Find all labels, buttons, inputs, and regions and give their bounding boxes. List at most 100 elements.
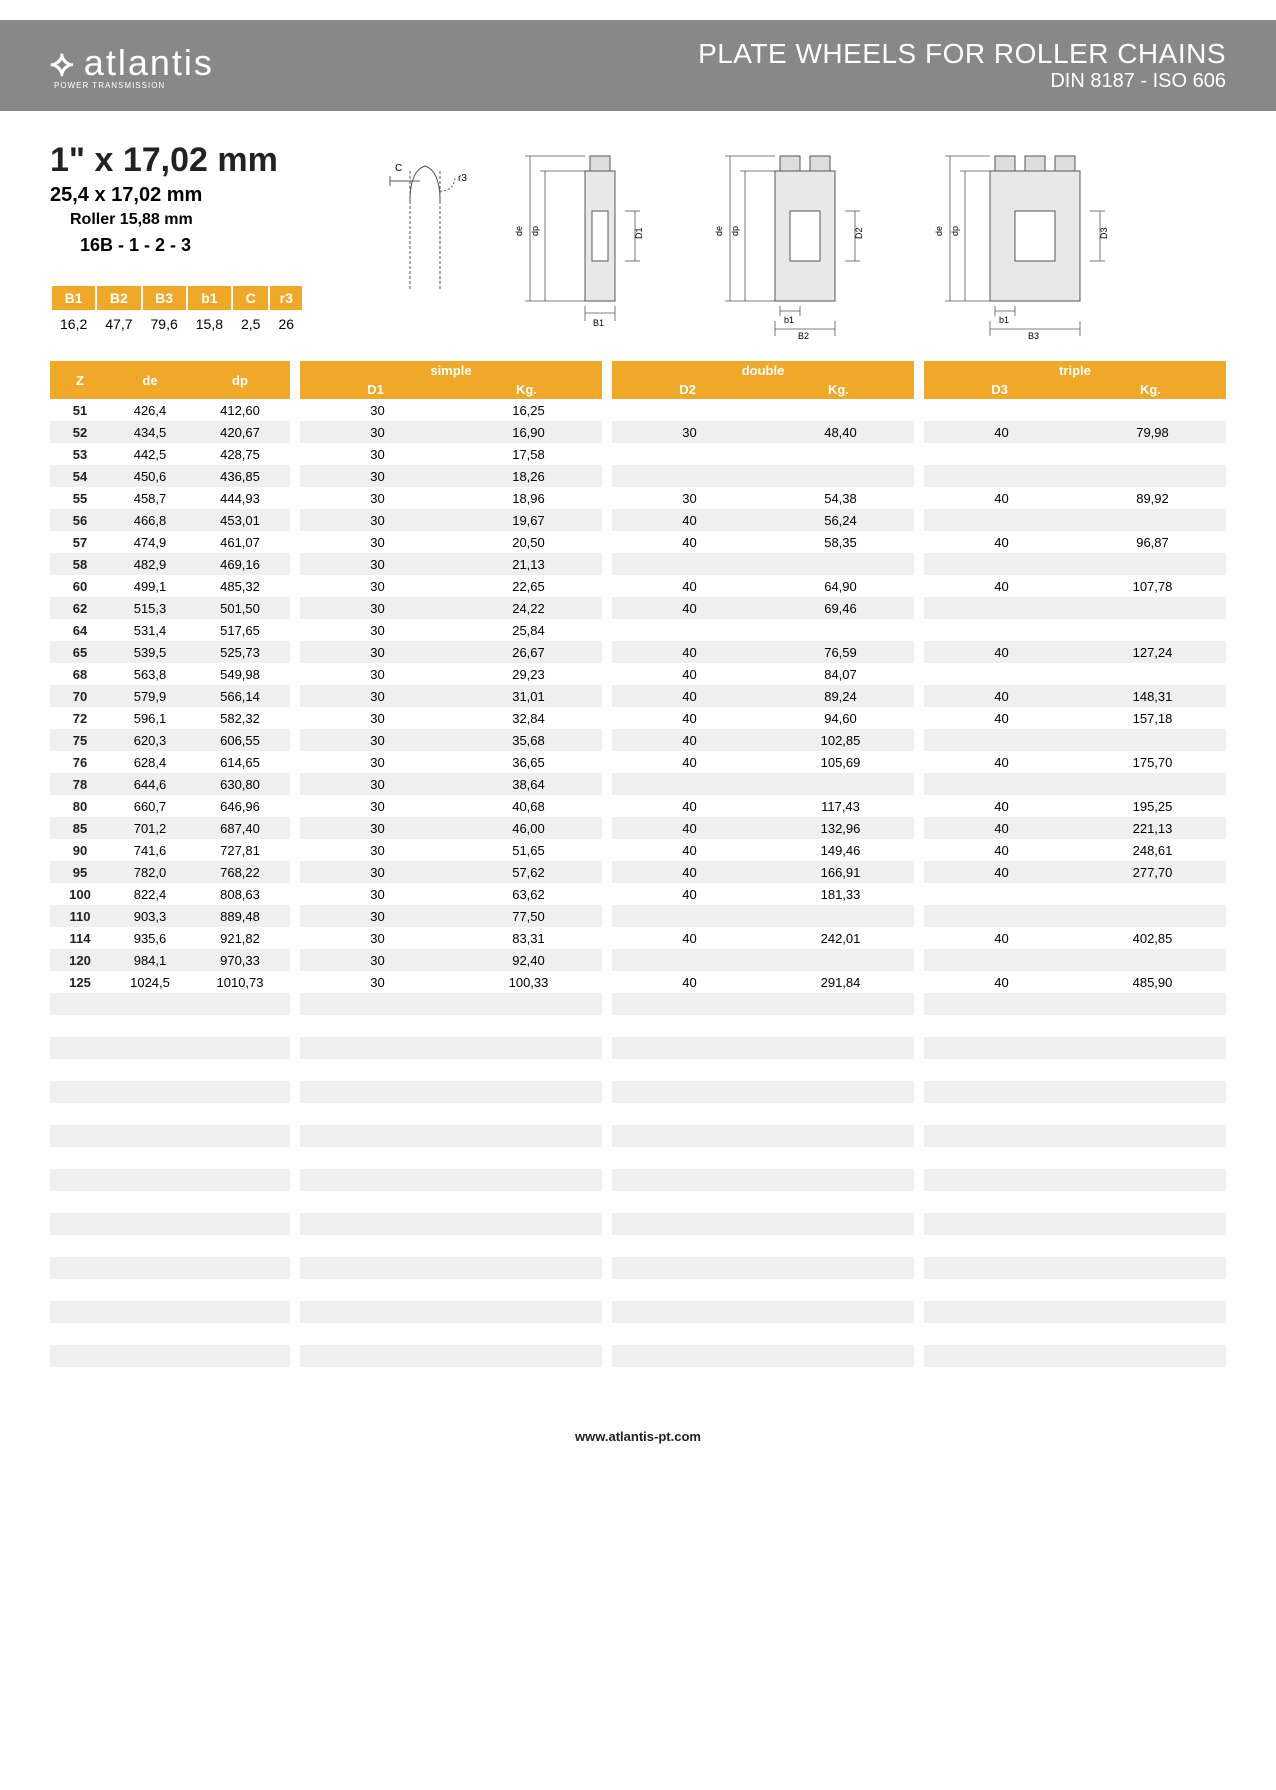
cell-d1: 30	[300, 579, 455, 594]
svg-text:dp: dp	[950, 226, 960, 236]
svg-text:b1: b1	[784, 315, 794, 325]
cell-z: 65	[50, 645, 110, 660]
cell-d2: 30	[612, 425, 767, 440]
cell-kg2: 291,84	[767, 975, 914, 990]
cell-kg1: 22,65	[455, 579, 602, 594]
cell-de: 531,4	[110, 623, 190, 638]
table-row	[50, 1367, 1226, 1389]
cell-kg1: 32,84	[455, 711, 602, 726]
cell-d1: 30	[300, 425, 455, 440]
cell-d1: 30	[300, 777, 455, 792]
cell-z: 55	[50, 491, 110, 506]
cell-z: 90	[50, 843, 110, 858]
cell-kg1: 25,84	[455, 623, 602, 638]
table-row: 54450,6436,853018,26	[50, 465, 1226, 487]
cell-kg1: 83,31	[455, 931, 602, 946]
page-title: PLATE WHEELS FOR ROLLER CHAINS	[698, 38, 1226, 70]
val-b2: 47,7	[97, 312, 140, 336]
cell-kg3: 175,70	[1079, 755, 1226, 770]
cell-d1: 30	[300, 513, 455, 528]
cell-d1: 30	[300, 799, 455, 814]
cell-d2: 40	[612, 799, 767, 814]
cell-z: 100	[50, 887, 110, 902]
cell-dp: 1010,73	[190, 975, 290, 990]
cell-d1: 30	[300, 447, 455, 462]
cell-de: 935,6	[110, 931, 190, 946]
cell-de: 903,3	[110, 909, 190, 924]
cell-d1: 30	[300, 711, 455, 726]
cell-kg3: 157,18	[1079, 711, 1226, 726]
cell-z: 64	[50, 623, 110, 638]
cell-d1: 30	[300, 535, 455, 550]
table-row: 76628,4614,653036,6540105,6940175,70	[50, 751, 1226, 773]
diagram-tooth: C r3	[370, 141, 490, 341]
table-row	[50, 1323, 1226, 1345]
cell-de: 782,0	[110, 865, 190, 880]
cell-d2: 40	[612, 975, 767, 990]
cell-kg2: 48,40	[767, 425, 914, 440]
table-row: 65539,5525,733026,674076,5940127,24	[50, 641, 1226, 663]
cell-kg1: 18,26	[455, 469, 602, 484]
cell-de: 628,4	[110, 755, 190, 770]
cell-d1: 30	[300, 931, 455, 946]
table-row: 85701,2687,403046,0040132,9640221,13	[50, 817, 1226, 839]
table-row: 80660,7646,963040,6840117,4340195,25	[50, 795, 1226, 817]
hdr-dp: dp	[190, 373, 290, 388]
cell-d3: 40	[924, 425, 1079, 440]
header-bar: ⟡ atlantis POWER TRANSMISSION PLATE WHEE…	[0, 20, 1276, 111]
cell-kg2: 94,60	[767, 711, 914, 726]
logo: ⟡ atlantis POWER TRANSMISSION	[50, 42, 214, 90]
cell-dp: 646,96	[190, 799, 290, 814]
cell-kg3: 79,98	[1079, 425, 1226, 440]
cell-kg2: 69,46	[767, 601, 914, 616]
table-row: 53442,5428,753017,58	[50, 443, 1226, 465]
val-b1s: 15,8	[188, 312, 231, 336]
cell-d2: 30	[612, 491, 767, 506]
table-row: 78644,6630,803038,64	[50, 773, 1226, 795]
val-c: 2,5	[233, 312, 268, 336]
table-row: 95782,0768,223057,6240166,9140277,70	[50, 861, 1226, 883]
cell-z: 114	[50, 931, 110, 946]
cell-d1: 30	[300, 821, 455, 836]
cell-d2: 40	[612, 689, 767, 704]
cell-kg3: 402,85	[1079, 931, 1226, 946]
cell-d2: 40	[612, 667, 767, 682]
cell-z: 75	[50, 733, 110, 748]
cell-dp: 768,22	[190, 865, 290, 880]
cell-de: 741,6	[110, 843, 190, 858]
cell-kg2: 166,91	[767, 865, 914, 880]
cell-kg3: 485,90	[1079, 975, 1226, 990]
table-row	[50, 1191, 1226, 1213]
cell-dp: 889,48	[190, 909, 290, 924]
table-row	[50, 1301, 1226, 1323]
group-double: double D2Kg.	[612, 361, 914, 399]
table-row	[50, 1015, 1226, 1037]
svg-text:B2: B2	[798, 331, 809, 341]
cell-kg3: 107,78	[1079, 579, 1226, 594]
table-row	[50, 1213, 1226, 1235]
cell-d3: 40	[924, 843, 1079, 858]
table-row: 57474,9461,073020,504058,354096,87	[50, 531, 1226, 553]
footer-url: www.atlantis-pt.com	[50, 1429, 1226, 1444]
cell-kg2: 117,43	[767, 799, 914, 814]
cell-dp: 453,01	[190, 513, 290, 528]
val-b3: 79,6	[143, 312, 186, 336]
cell-z: 120	[50, 953, 110, 968]
cell-de: 482,9	[110, 557, 190, 572]
table-row: 70579,9566,143031,014089,2440148,31	[50, 685, 1226, 707]
cell-kg3: 195,25	[1079, 799, 1226, 814]
cell-z: 56	[50, 513, 110, 528]
hdr-b1s: b1	[188, 286, 231, 310]
cell-de: 620,3	[110, 733, 190, 748]
cell-kg1: 92,40	[455, 953, 602, 968]
cell-dp: 687,40	[190, 821, 290, 836]
group-triple: triple D3Kg.	[924, 361, 1226, 399]
page-title-block: PLATE WHEELS FOR ROLLER CHAINS DIN 8187 …	[698, 38, 1226, 93]
cell-kg1: 35,68	[455, 733, 602, 748]
cell-kg2: 56,24	[767, 513, 914, 528]
cell-kg1: 63,62	[455, 887, 602, 902]
cell-kg1: 36,65	[455, 755, 602, 770]
cell-z: 76	[50, 755, 110, 770]
cell-d2: 40	[612, 733, 767, 748]
hdr-c: C	[233, 286, 268, 310]
